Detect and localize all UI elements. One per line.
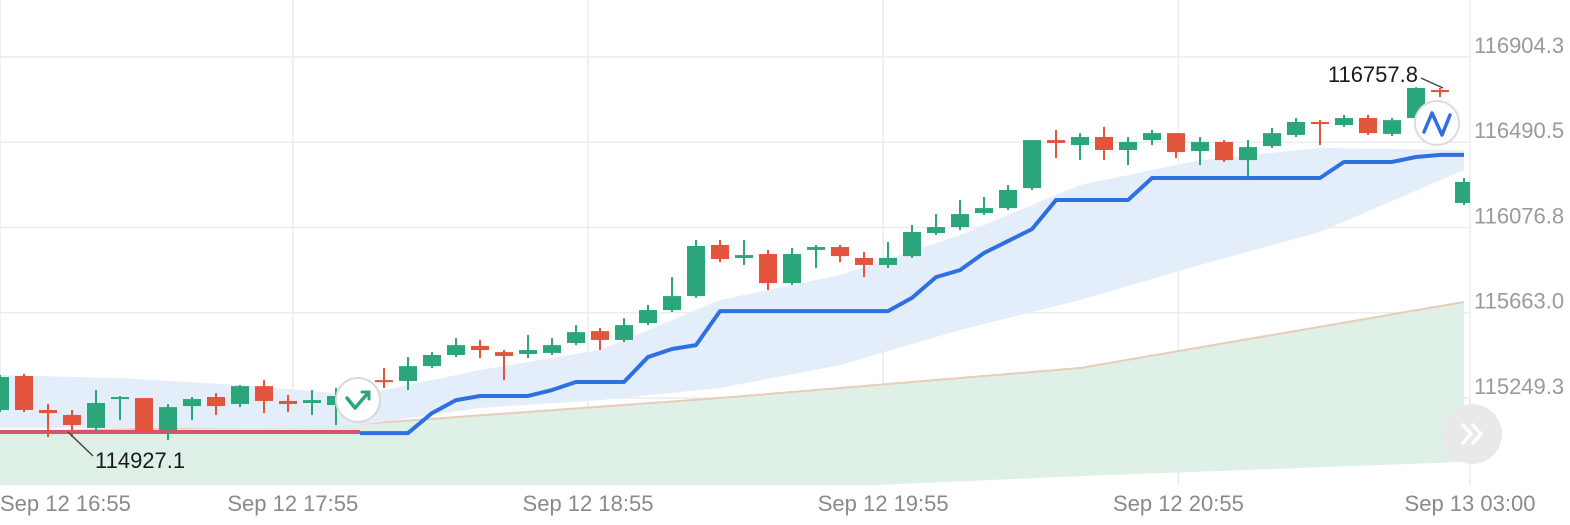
candle-body: [303, 400, 321, 403]
candle-body: [759, 254, 777, 284]
max-label: 116757.8: [1328, 62, 1418, 87]
axes: 116904.3 116490.5 116076.8 115663.0 115249.3…: [0, 33, 1564, 516]
candle-body: [807, 247, 825, 250]
candle-body: [39, 410, 57, 414]
candle-body: [1143, 133, 1161, 141]
candle-body: [375, 380, 393, 383]
candle-body: [279, 400, 297, 405]
candle-body: [183, 399, 201, 407]
candle-body: [879, 257, 897, 265]
candle-body: [1047, 140, 1065, 143]
icon-arrow-head: [360, 390, 371, 401]
candle-body: [135, 398, 153, 432]
scroll-latest-button[interactable]: [1442, 404, 1502, 464]
candle-body: [855, 257, 873, 265]
candle-body: [447, 345, 465, 355]
candle-body: [1239, 147, 1257, 161]
y-tick-label: 116490.5: [1474, 118, 1564, 143]
candle-body: [495, 352, 513, 357]
annotations: 116757.8 114927.1: [67, 62, 1444, 473]
icon-wave: [1422, 111, 1452, 137]
x-tick-label: Sep 13 03:00: [1405, 491, 1536, 516]
candle-body: [1383, 120, 1401, 134]
x-tick-label: Sep 12 17:55: [227, 491, 358, 516]
candle-body: [903, 231, 921, 257]
y-tick-label: 116076.8: [1474, 203, 1564, 228]
candle-body: [687, 246, 705, 297]
ma-area: [0, 302, 1464, 485]
candle-body: [1119, 141, 1137, 150]
x-tick-label: Sep 12 18:55: [523, 491, 654, 516]
candle-body: [615, 325, 633, 340]
supertrend-line: [360, 152, 1464, 436]
band-fill: [0, 147, 1464, 428]
candle-body: [255, 386, 273, 401]
chevron: [1461, 423, 1473, 445]
x-tick-label: Sep 12 16:55: [0, 491, 131, 516]
indicator-icon[interactable]: [1414, 100, 1460, 146]
candle-body: [567, 332, 585, 344]
candle-body: [1287, 121, 1305, 135]
x-tick-label: Sep 12 20:55: [1113, 491, 1244, 516]
plot-area: [0, 87, 1470, 485]
candle-body: [423, 354, 441, 367]
candle-body: [1311, 121, 1329, 125]
candle-body: [63, 414, 81, 426]
signal-buy-icon[interactable]: [335, 377, 381, 423]
min-label: 114927.1: [95, 448, 185, 473]
candle-body: [0, 377, 9, 411]
icon-circle: [335, 377, 381, 423]
candle-body: [1023, 140, 1041, 189]
candle-body: [1191, 141, 1209, 152]
candle-body: [735, 255, 753, 258]
candle-body: [951, 214, 969, 228]
candle-body: [1263, 133, 1281, 147]
y-tick-label: 115249.3: [1474, 374, 1564, 399]
candle-body: [639, 310, 657, 324]
candle-body: [1335, 118, 1353, 126]
min-leader: [67, 431, 94, 457]
candle-body: [1215, 141, 1233, 161]
candle-body: [15, 376, 33, 411]
candle-body: [1095, 137, 1113, 150]
candle-body: [1455, 181, 1470, 203]
candle-body: [111, 397, 129, 400]
candle-body: [231, 386, 249, 405]
candle-body: [591, 331, 609, 340]
icon-arrow: [345, 391, 370, 410]
candle-body: [159, 407, 177, 430]
candle-body: [663, 296, 681, 311]
candle-body: [87, 402, 105, 428]
candle-body: [975, 208, 993, 214]
y-tick-label: 115663.0: [1474, 289, 1564, 314]
candle-body: [1167, 133, 1185, 153]
candle-body: [927, 227, 945, 234]
candle-body: [207, 397, 225, 407]
max-leader: [1420, 77, 1444, 89]
chevron: [1471, 423, 1483, 445]
candle-body: [1359, 118, 1377, 134]
candle-body: [999, 189, 1017, 209]
candle-body: [399, 366, 417, 381]
candle-body: [519, 350, 537, 354]
candle-body: [471, 345, 489, 351]
candle-body: [543, 345, 561, 353]
candle-body: [831, 247, 849, 257]
y-tick-label: 116904.3: [1474, 33, 1564, 58]
x-tick-label: Sep 12 19:55: [818, 491, 949, 516]
candle-body: [783, 254, 801, 284]
candle-body: [711, 244, 729, 259]
candle-body: [1071, 137, 1089, 146]
candle-body: [1431, 90, 1449, 93]
